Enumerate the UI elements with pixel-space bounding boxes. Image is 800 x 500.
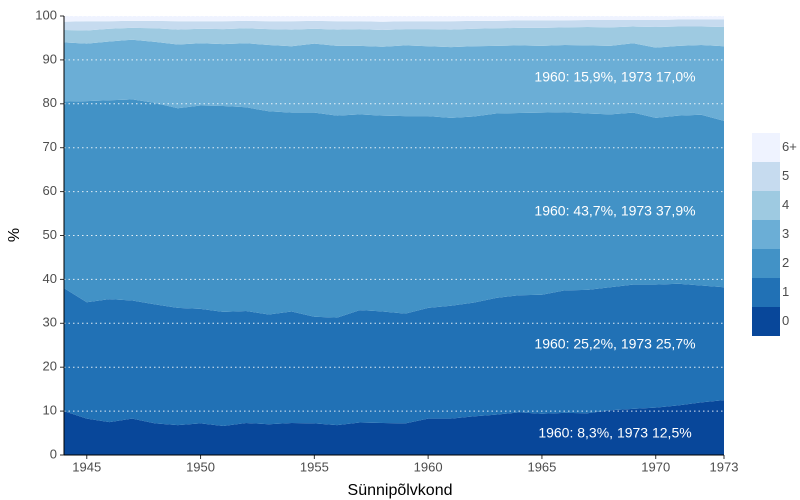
annotation: 1960: 25,2%, 1973 25,7%	[534, 336, 695, 352]
legend-swatch	[752, 278, 780, 307]
y-tick-label: 80	[43, 95, 57, 110]
legend-swatch	[752, 162, 780, 191]
legend-label: 0	[782, 313, 789, 328]
y-tick-label: 100	[35, 7, 57, 22]
area	[64, 16, 724, 22]
legend-swatch	[752, 133, 780, 162]
x-tick-label: 1973	[710, 459, 739, 474]
x-tick-label: 1950	[186, 459, 215, 474]
x-tick-label: 1945	[72, 459, 101, 474]
legend-swatch	[752, 307, 780, 336]
legend-label: 5	[782, 168, 789, 183]
legend-swatch	[752, 191, 780, 220]
y-tick-label: 20	[43, 359, 57, 374]
legend-swatch	[752, 249, 780, 278]
legend-label: 2	[782, 255, 789, 270]
y-tick-label: 40	[43, 271, 57, 286]
x-tick-label: 1965	[527, 459, 556, 474]
x-axis-label: Sünnipõlvkond	[348, 482, 453, 499]
annotation: 1960: 15,9%, 1973 17,0%	[534, 69, 695, 85]
x-tick-label: 1970	[641, 459, 670, 474]
legend-swatch	[752, 220, 780, 249]
y-tick-label: 90	[43, 51, 57, 66]
legend-label: 4	[782, 197, 789, 212]
annotation: 1960: 8,3%, 1973 12,5%	[538, 425, 691, 441]
y-axis-label: %	[6, 228, 23, 242]
y-tick-label: 30	[43, 315, 57, 330]
area	[64, 19, 724, 31]
y-tick-label: 50	[43, 227, 57, 242]
legend-label: 3	[782, 226, 789, 241]
area	[64, 283, 724, 427]
y-tick-label: 0	[50, 446, 57, 461]
annotation: 1960: 43,7%, 1973 37,9%	[534, 203, 695, 219]
y-tick-label: 10	[43, 403, 57, 418]
x-tick-label: 1960	[414, 459, 443, 474]
area	[64, 400, 724, 455]
y-tick-label: 70	[43, 139, 57, 154]
legend-label: 6+	[782, 139, 797, 154]
y-tick-label: 60	[43, 183, 57, 198]
legend-label: 1	[782, 284, 789, 299]
area	[64, 26, 724, 48]
area	[64, 99, 724, 318]
x-tick-label: 1955	[300, 459, 329, 474]
